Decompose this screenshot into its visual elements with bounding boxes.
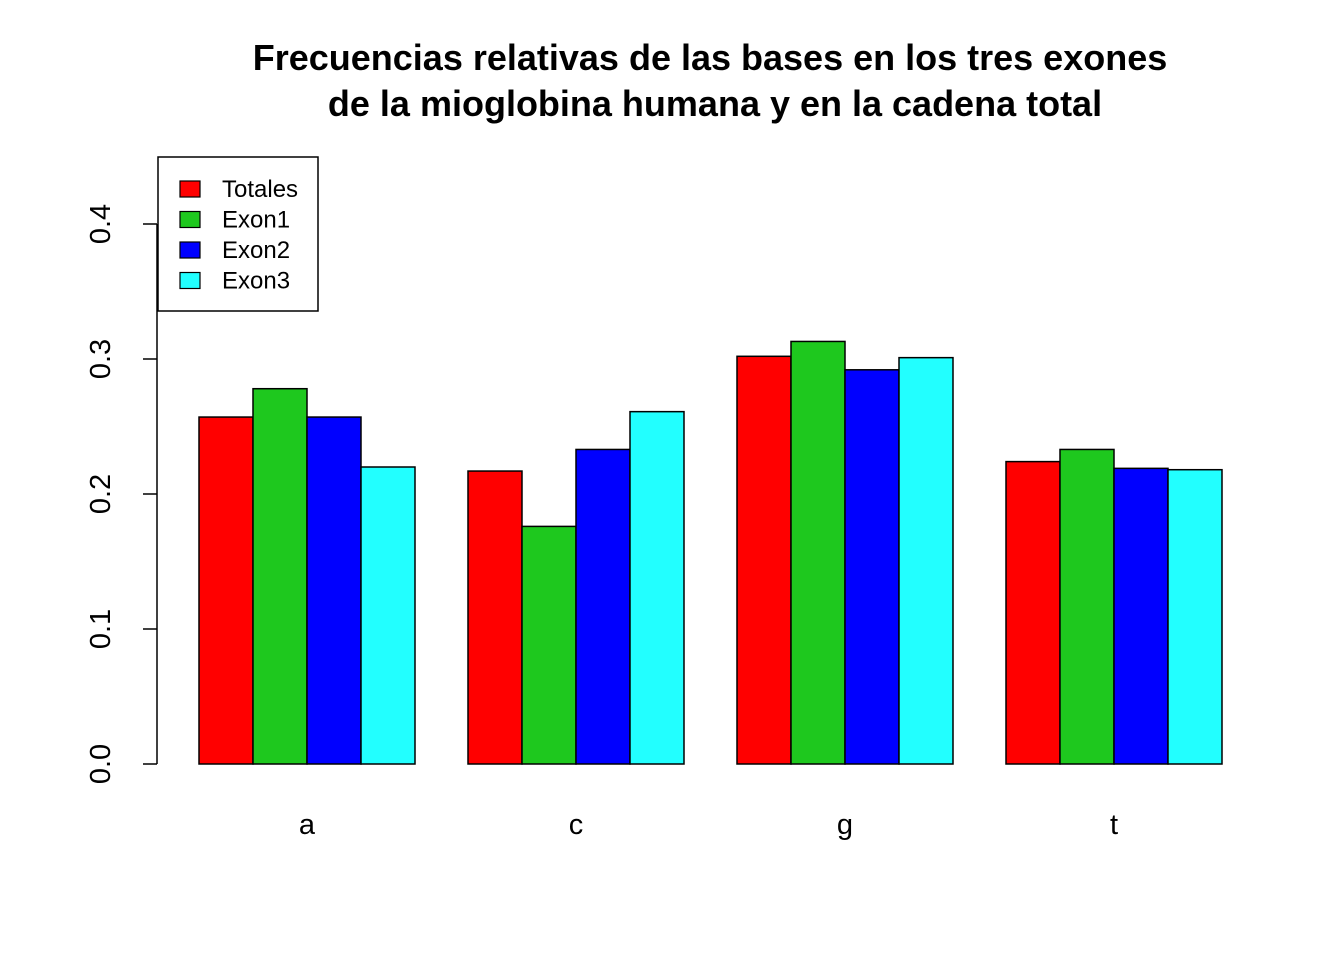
bar-g-exon1	[790, 340, 846, 765]
x-label-a: a	[299, 809, 316, 841]
y-tick-label: 0.3	[85, 339, 117, 379]
bar-c-exon1	[521, 525, 577, 765]
x-label-g: g	[837, 809, 853, 841]
bar-a-totales	[198, 416, 254, 765]
y-tick-label: 0.0	[85, 744, 117, 784]
bar-a-exon3	[360, 466, 416, 765]
bar-c-totales	[467, 470, 523, 765]
bar-t-exon2	[1113, 467, 1169, 765]
bar-c-exon2	[575, 448, 631, 765]
bar-a-exon1	[252, 387, 308, 765]
bar-t-exon3	[1167, 468, 1223, 765]
legend-swatch-totales	[179, 180, 201, 198]
y-tick-label: 0.4	[85, 204, 117, 244]
chart-subtitle: de la mioglobina humana y en la cadena t…	[328, 83, 1102, 124]
legend-label-exon3: Exon3	[222, 268, 290, 295]
legend-swatch-exon1	[179, 210, 201, 229]
legend-label-exon1: Exon1	[222, 207, 290, 234]
bar-t-exon1	[1059, 448, 1115, 765]
legend-label-exon2: Exon2	[222, 237, 290, 264]
legend-swatch-exon3	[179, 271, 201, 290]
chart-title: Frecuencias relativas de las bases en lo…	[253, 37, 1168, 78]
y-axis: 0.0 0.1 0.2 0.3 0.4	[85, 204, 158, 784]
y-tick-label: 0.1	[85, 609, 117, 649]
bar-a-exon2	[306, 416, 362, 765]
legend: Totales Exon1 Exon2 Exon3	[157, 156, 319, 312]
x-label-c: c	[569, 809, 584, 841]
y-tick-label: 0.2	[85, 474, 117, 514]
bar-c-exon3	[629, 410, 685, 765]
legend-label-totales: Totales	[222, 176, 298, 203]
legend-swatch-exon2	[179, 241, 201, 259]
bars	[198, 340, 1223, 765]
bar-t-totales	[1005, 460, 1061, 765]
bar-g-totales	[736, 355, 792, 765]
bar-g-exon3	[898, 356, 954, 765]
x-label-t: t	[1110, 809, 1118, 841]
bar-g-exon2	[844, 369, 900, 765]
